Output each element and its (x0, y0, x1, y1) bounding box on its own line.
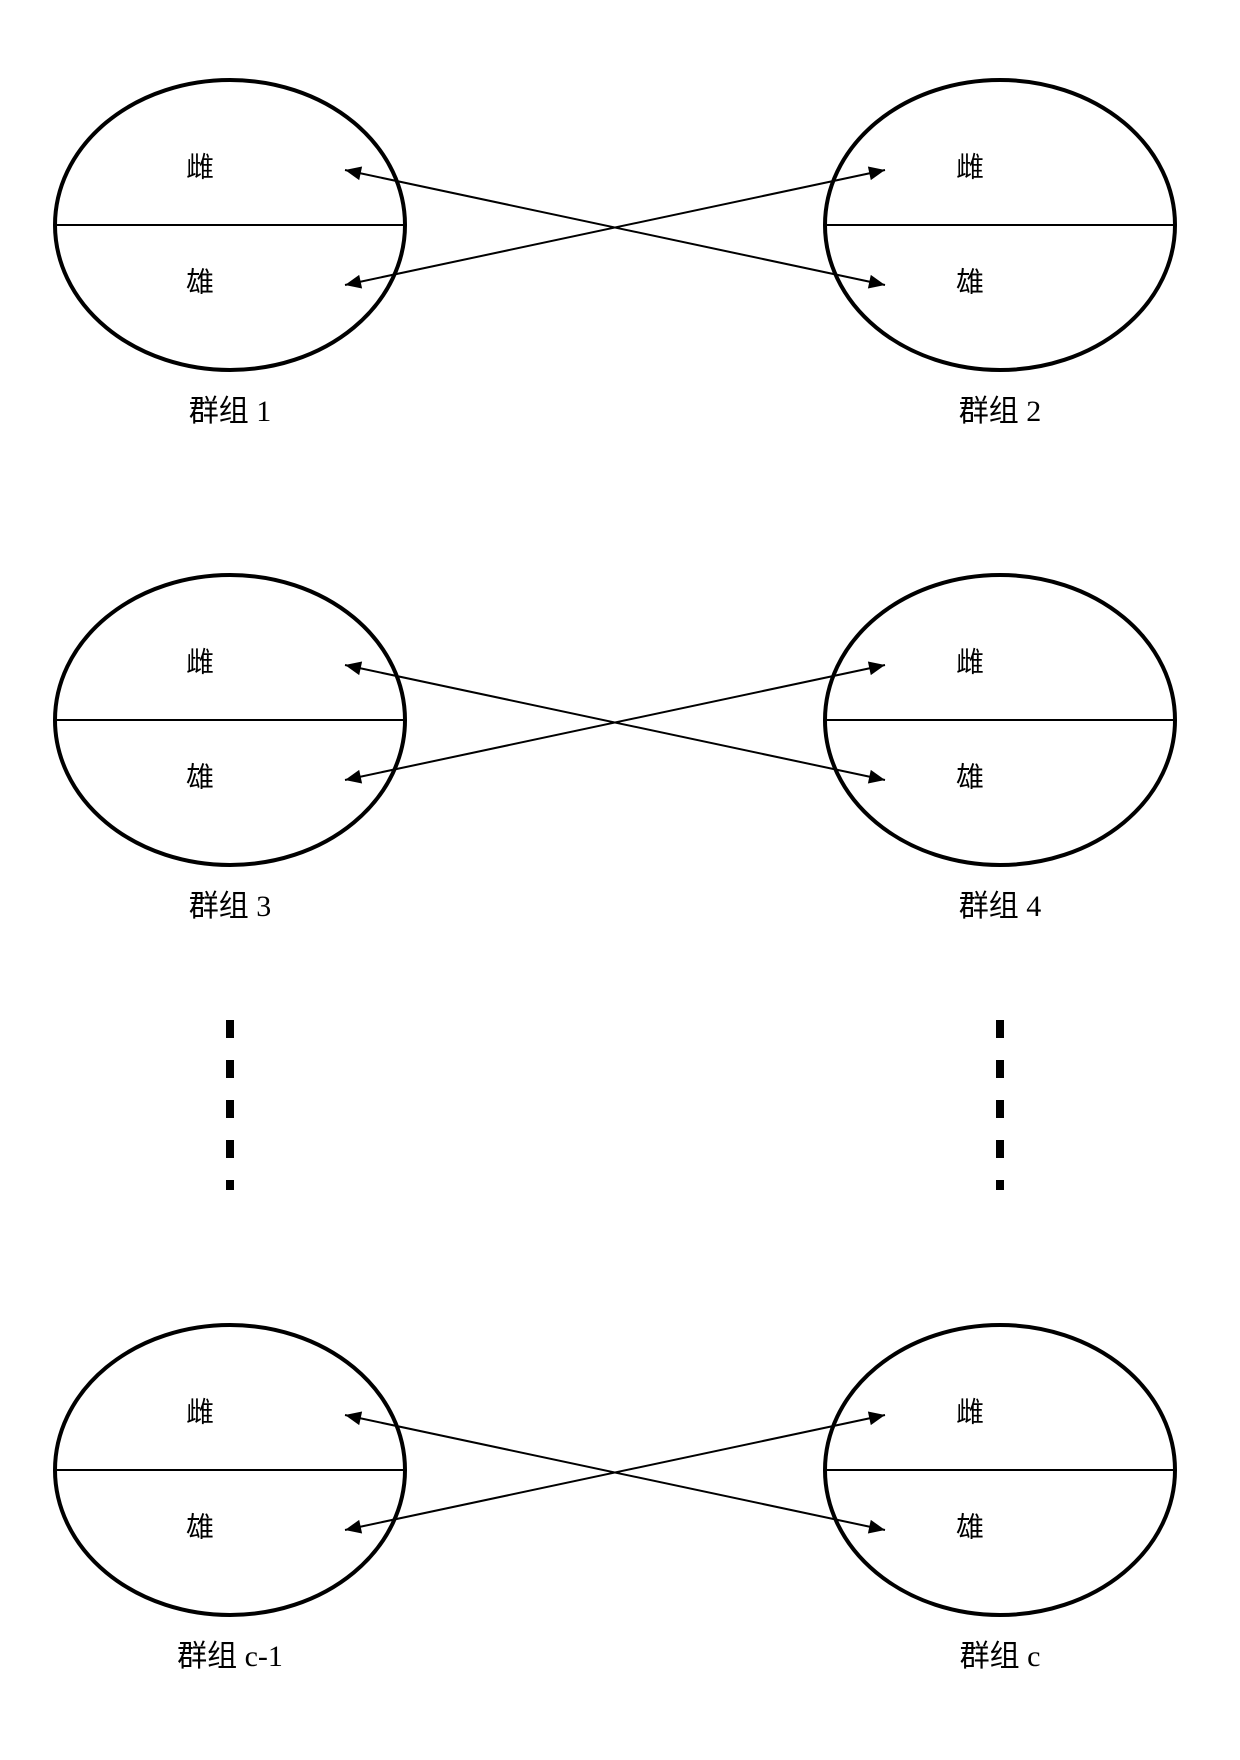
crossing-edge (345, 1411, 885, 1533)
male-label: 雄 (186, 266, 214, 298)
male-label: 雄 (956, 1511, 984, 1543)
male-label: 雄 (956, 266, 984, 298)
male-label: 雄 (186, 761, 214, 793)
group-caption: 群组 4 (959, 890, 1042, 923)
female-label: 雌 (186, 151, 214, 183)
female-label: 雌 (186, 646, 214, 678)
group-caption: 群组 c (960, 1640, 1041, 1673)
group-node: 雌雄群组 2 (825, 80, 1175, 428)
group-node: 雌雄群组 1 (55, 80, 405, 428)
female-label: 雌 (956, 646, 984, 678)
group-caption: 群组 3 (189, 890, 272, 923)
crossing-edge (345, 661, 885, 783)
group-node: 雌雄群组 c (825, 1325, 1175, 1673)
female-label: 雌 (956, 151, 984, 183)
group-node: 雌雄群组 3 (55, 575, 405, 923)
crossing-edge (345, 166, 885, 288)
male-label: 雄 (956, 761, 984, 793)
group-node: 雌雄群组 4 (825, 575, 1175, 923)
group-node: 雌雄群组 c-1 (55, 1325, 405, 1673)
diagram-canvas: 雌雄群组 1雌雄群组 2雌雄群组 3雌雄群组 4雌雄群组 c-1雌雄群组 c (0, 0, 1240, 1760)
female-label: 雌 (186, 1396, 214, 1428)
group-caption: 群组 2 (959, 395, 1042, 428)
male-label: 雄 (186, 1511, 214, 1543)
group-caption: 群组 c-1 (177, 1640, 283, 1673)
group-caption: 群组 1 (189, 395, 272, 428)
female-label: 雌 (956, 1396, 984, 1428)
